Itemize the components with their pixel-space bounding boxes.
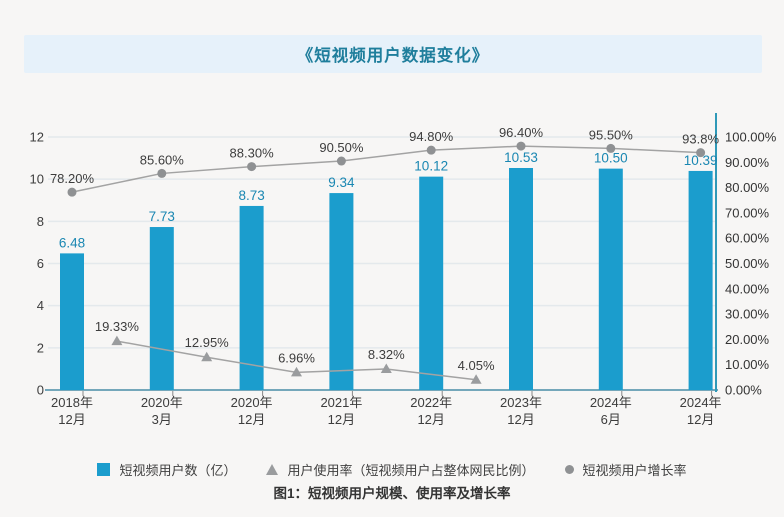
bar	[329, 193, 354, 390]
bar	[688, 170, 713, 390]
right-axis-tick-label: 50.00%	[725, 256, 770, 271]
legend-item-users: 短视频用户数（亿）	[97, 460, 236, 479]
left-axis-tick-label: 8	[37, 214, 44, 229]
legend-label: 短视频用户数（亿）	[119, 462, 237, 478]
x-axis-category-label: 2022年 12月	[410, 395, 452, 427]
left-axis-tick-label: 2	[37, 340, 44, 355]
bar-value-label: 10.53	[504, 150, 538, 165]
left-axis-tick-label: 12	[30, 130, 44, 145]
circle-marker-icon	[157, 168, 167, 178]
x-axis-category-label: 2024年 6月	[590, 395, 632, 427]
growth-rate-label: 88.30%	[230, 146, 275, 161]
growth-rate-label: 85.60%	[140, 152, 185, 167]
circle-marker-icon	[606, 143, 616, 153]
growth-rate-label: 93.8%	[682, 132, 719, 147]
triangle-marker-icon	[201, 351, 213, 362]
usage-rate-label: 4.05%	[458, 358, 495, 373]
circle-marker-icon	[67, 187, 77, 197]
legend: 短视频用户数（亿） 用户使用率（短视频用户占整体网民比例） 短视频用户增长率	[0, 459, 784, 479]
right-axis-tick-label: 40.00%	[725, 281, 770, 296]
legend-label: 短视频用户增长率	[582, 462, 687, 478]
right-axis-tick-label: 80.00%	[725, 180, 770, 195]
bar	[239, 205, 264, 390]
usage-rate-label: 8.32%	[368, 347, 405, 362]
triangle-marker-icon	[111, 335, 123, 346]
circle-marker-icon	[516, 141, 526, 151]
x-axis-category-label: 2021年 12月	[320, 395, 362, 427]
usage-rate-label: 12.95%	[185, 335, 230, 350]
title-band: 《短视频用户数据变化》	[24, 35, 762, 73]
triangle-marker-icon	[266, 463, 279, 475]
left-axis-tick-label: 10	[30, 172, 44, 187]
triangle-marker-icon	[470, 374, 482, 384]
x-axis-category-label: 2020年 12月	[231, 395, 273, 427]
right-axis-tick-label: 20.00%	[725, 332, 770, 347]
bar-series-swatch-icon	[97, 462, 111, 476]
right-axis-tick-label: 10.00%	[725, 357, 770, 372]
left-axis-tick-label: 0	[37, 383, 44, 398]
circle-marker-icon	[426, 145, 436, 155]
right-axis-tick-label: 30.00%	[725, 307, 770, 322]
triangle-marker-icon	[291, 366, 302, 377]
circle-marker-icon	[564, 464, 574, 474]
left-axis-tick-label: 6	[37, 256, 44, 271]
figure-caption: 图1：短视频用户规模、使用率及增长率	[273, 486, 511, 501]
bar-value-label: 7.73	[149, 209, 175, 224]
right-axis-tick-label: 70.00%	[725, 205, 770, 220]
circle-line-series	[71, 145, 701, 193]
bar-value-label: 10.12	[414, 159, 448, 174]
right-axis-tick-label: 60.00%	[725, 231, 770, 246]
bar-value-label: 10.39	[684, 153, 718, 168]
growth-rate-label: 90.50%	[319, 140, 364, 155]
bar-value-label: 9.34	[328, 175, 355, 190]
bar	[149, 227, 174, 390]
bar-value-label: 8.73	[238, 188, 264, 203]
bar	[60, 253, 84, 390]
right-axis-tick-label: 100.00%	[725, 130, 777, 145]
bar	[419, 176, 444, 390]
growth-rate-label: 96.40%	[499, 125, 544, 140]
growth-rate-label: 78.20%	[50, 171, 95, 186]
bar-value-label: 10.50	[594, 151, 628, 166]
x-axis-category-label: 2023年 12月	[500, 395, 542, 427]
right-axis-tick-label: 0.00%	[725, 383, 762, 398]
bar	[509, 167, 533, 390]
right-axis-tick-label: 90.00%	[725, 155, 770, 170]
left-axis-tick-label: 4	[37, 298, 44, 313]
legend-item-growth-rate: 短视频用户增长率	[564, 460, 687, 479]
circle-marker-icon	[696, 148, 706, 158]
bar	[598, 168, 623, 390]
x-axis-category-label: 2024年 12月	[680, 395, 722, 427]
x-axis-category-label: 2020年 3月	[141, 395, 183, 427]
usage-rate-label: 6.96%	[278, 350, 315, 365]
legend-label: 用户使用率（短视频用户占整体网民比例）	[287, 462, 535, 478]
circle-marker-icon	[336, 156, 346, 166]
usage-rate-label: 19.33%	[95, 319, 140, 334]
x-axis-category-label: 2018年 12月	[51, 395, 93, 427]
circle-marker-icon	[247, 162, 257, 172]
growth-rate-label: 94.80%	[409, 129, 454, 144]
triangle-marker-icon	[380, 363, 392, 373]
chart-title: 《短视频用户数据变化》	[296, 47, 490, 65]
growth-rate-label: 95.50%	[589, 127, 634, 142]
legend-item-usage-rate: 用户使用率（短视频用户占整体网民比例）	[266, 460, 535, 479]
bar-value-label: 6.48	[59, 235, 85, 250]
